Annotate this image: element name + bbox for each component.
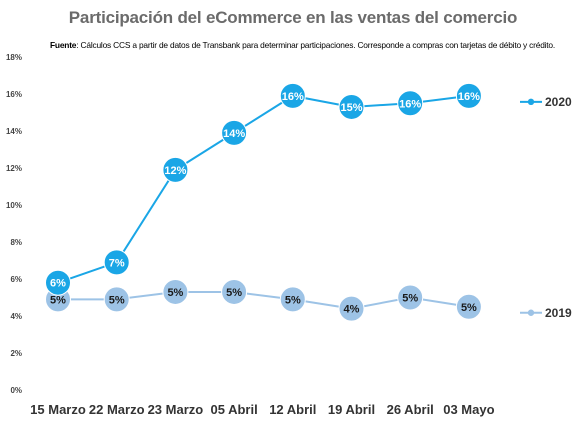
y-tick-label: 16% [6, 90, 22, 99]
x-tick-label: 19 Abril [328, 402, 375, 417]
legend-marker-2019 [527, 309, 535, 316]
data-label-2020: 7% [109, 257, 125, 269]
data-label-2020: 6% [50, 278, 66, 290]
data-point-2020 [103, 249, 130, 276]
source-text: : Cálculos CCS a partir de datos de Tran… [76, 40, 556, 50]
data-label-2020: 16% [458, 91, 480, 103]
data-label-2019: 4% [344, 304, 360, 316]
chart-source-note: Fuente: Cálculos CCS a partir de datos d… [50, 40, 580, 50]
legend-marker-2020 [527, 98, 535, 106]
x-tick-label: 12 Abril [269, 402, 316, 417]
data-label-2020: 12% [164, 165, 186, 177]
data-label-2020: 14% [223, 128, 245, 140]
data-point-2020 [455, 82, 482, 109]
y-tick-label: 4% [10, 312, 22, 321]
data-label-2019: 5% [461, 302, 477, 314]
data-label-2019: 5% [109, 294, 125, 306]
y-tick-label: 0% [10, 386, 22, 395]
data-point-2019 [397, 284, 424, 311]
data-label-2019: 5% [402, 293, 418, 305]
x-tick-label: 23 Marzo [148, 402, 204, 417]
y-tick-label: 14% [6, 127, 22, 136]
data-point-2019 [221, 278, 248, 305]
data-label-2019: 5% [50, 294, 66, 306]
data-point-2019 [279, 286, 306, 313]
x-tick-label: 22 Marzo [89, 402, 145, 417]
data-point-2020 [221, 119, 248, 146]
chart-title: Participación del eCommerce en las venta… [68, 8, 518, 27]
legend-label-2019: 2019 [545, 306, 572, 320]
data-point-2020 [45, 269, 71, 296]
data-point-2019 [338, 295, 365, 322]
x-tick-label: 03 Mayo [443, 402, 494, 417]
data-point-2019 [103, 286, 130, 313]
y-tick-label: 10% [6, 201, 22, 210]
data-point-2019 [162, 278, 189, 305]
data-point-2020 [397, 90, 424, 117]
source-label: Fuente [50, 40, 77, 50]
data-label-2020: 16% [399, 98, 421, 110]
data-label-2020: 16% [282, 91, 304, 103]
data-point-2019 [455, 293, 482, 320]
data-label-2019: 5% [285, 294, 301, 306]
x-tick-label: 15 Marzo [30, 402, 86, 417]
legend-label-2020: 2020 [545, 95, 572, 109]
data-label-2019: 5% [226, 287, 242, 299]
y-tick-label: 6% [10, 275, 22, 284]
data-label-2020: 15% [340, 102, 362, 114]
y-tick-label: 8% [10, 238, 22, 247]
y-tick-label: 12% [6, 164, 22, 173]
data-point-2020 [338, 93, 365, 120]
x-tick-label: 05 Abril [210, 402, 257, 417]
y-tick-label: 2% [10, 349, 22, 358]
data-point-2020 [279, 82, 306, 109]
data-label-2019: 5% [167, 287, 183, 299]
y-tick-label: 18% [6, 53, 22, 62]
x-tick-label: 26 Abril [387, 402, 434, 417]
data-point-2020 [162, 156, 189, 183]
